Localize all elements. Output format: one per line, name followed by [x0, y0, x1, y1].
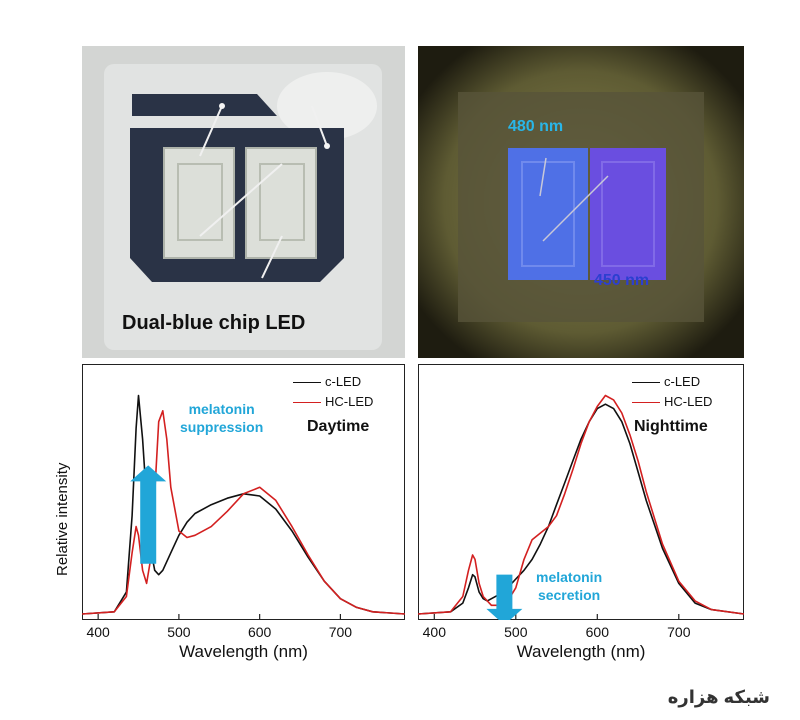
- legend-swatch: [293, 382, 321, 383]
- illuminated-chip-photo: 480 nm 450 nm: [418, 46, 744, 358]
- annotation-line: melatonin: [536, 569, 603, 585]
- plot-frame: [418, 364, 744, 620]
- dual-blue-chip-photo: Dual-blue chip LED: [82, 46, 405, 358]
- legend-label: c-LED: [664, 374, 701, 389]
- legend-swatch: [632, 382, 660, 383]
- annotation-text: melatonin secretion: [536, 568, 602, 604]
- arrow-up-icon: [130, 465, 167, 564]
- illuminated-photo-illustration: [418, 46, 744, 358]
- x-axis-label: Wavelength (nm): [516, 642, 646, 661]
- x-axis-label: Wavelength (nm): [179, 642, 308, 661]
- daytime-spectrum-chart: 400 500 600 700 c-LED HC-LED Daytime melatonin s…: [54, 364, 405, 661]
- x-tick-label: 600: [247, 624, 272, 640]
- y-axis-label: Relative intensity: [54, 462, 71, 576]
- series-line-hc-led: [82, 409, 405, 615]
- chip-label-450nm: 450 nm: [594, 272, 650, 289]
- series-line-hc-led: [418, 394, 744, 615]
- plot-frame: [82, 364, 405, 620]
- plot-area: [82, 394, 405, 620]
- photo-caption: Dual-blue chip LED: [122, 312, 306, 334]
- x-tick-label: 600: [585, 624, 609, 640]
- x-tick-label: 500: [167, 624, 191, 640]
- chip-photo-illustration: [82, 46, 405, 358]
- legend-label: c-LED: [325, 374, 362, 389]
- x-tick-label: 400: [422, 624, 446, 640]
- watermark-text: شبكه هزاره: [667, 687, 770, 707]
- legend-label: HC-LED: [664, 394, 713, 409]
- mode-label: Daytime: [307, 418, 370, 435]
- legend-swatch: [293, 402, 321, 403]
- nighttime-spectrum-chart: 400 500 600 700 c-LED HC-LED Nighttime melatoni…: [418, 364, 744, 661]
- x-tick-label: 500: [504, 624, 528, 640]
- legend-swatch: [632, 402, 660, 403]
- arrow-down-icon: [486, 574, 523, 620]
- legend-label: HC-LED: [325, 394, 374, 409]
- annotation-line: suppression: [180, 419, 264, 435]
- annotation-line: melatonin: [188, 401, 255, 417]
- x-tick-label: 400: [86, 624, 110, 640]
- x-tick-label: 700: [667, 624, 691, 640]
- mode-label: Nighttime: [634, 418, 708, 435]
- chip-label-480nm: 480 nm: [508, 118, 564, 135]
- series-line-c-led: [418, 403, 744, 615]
- plot-area: [418, 394, 744, 620]
- annotation-line: secretion: [537, 587, 601, 603]
- annotation-text: melatonin suppression: [180, 400, 263, 436]
- x-tick-label: 700: [328, 624, 353, 640]
